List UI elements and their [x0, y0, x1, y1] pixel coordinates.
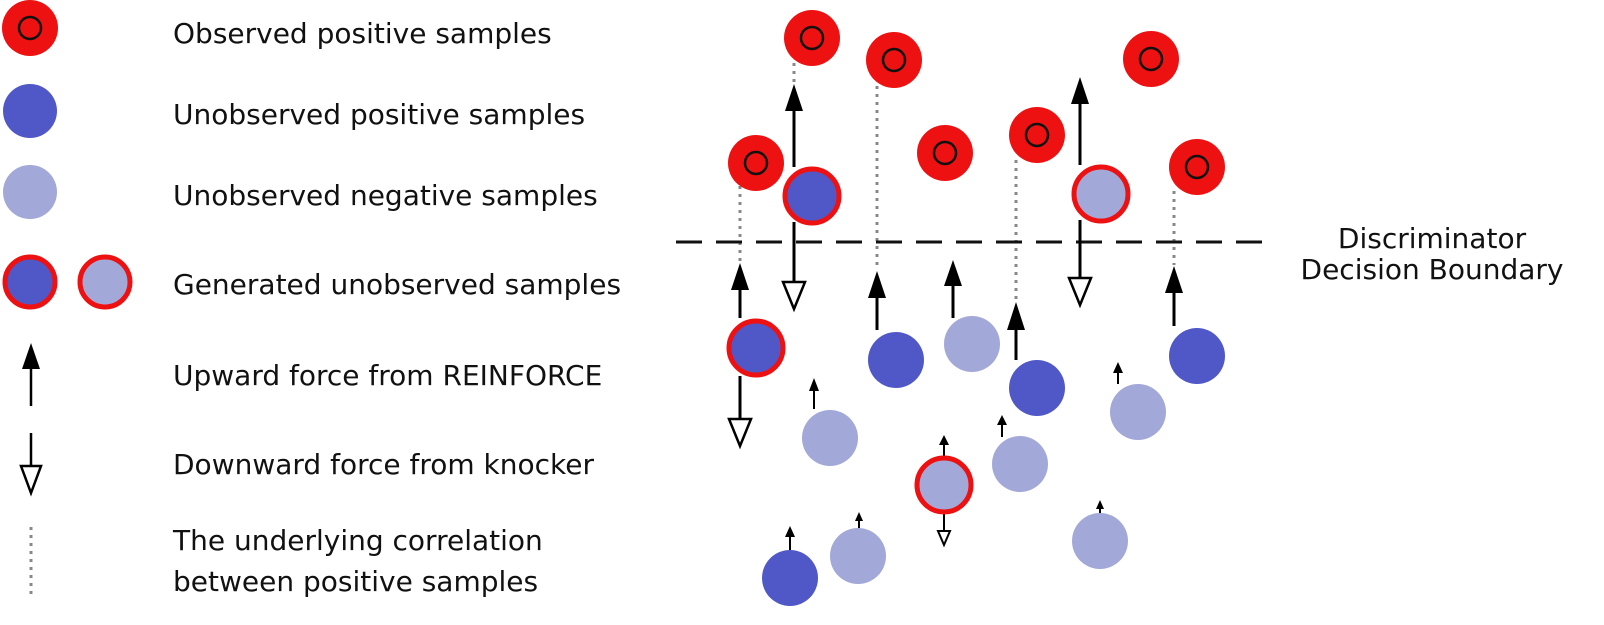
upward-arrow-small	[1113, 362, 1123, 384]
legend-upward-force-label: Upward force from REINFORCE	[173, 359, 602, 392]
upward-arrow	[1007, 302, 1025, 360]
legend-unobserved-negative-label: Unobserved negative samples	[173, 179, 598, 212]
correlation-lines	[738, 63, 1176, 302]
observed-positive-sample	[728, 135, 784, 191]
observed-positive-sample	[1169, 139, 1225, 195]
unobserved-positive-samples	[762, 328, 1225, 606]
legend-correlation-label-line1: The underlying correlation	[172, 524, 543, 557]
legend-observed-positive-icon	[2, 0, 58, 56]
upward-arrow	[1071, 77, 1089, 165]
unobserved-negative-sample	[1072, 513, 1128, 569]
observed-positive-sample	[917, 125, 973, 181]
upward-force-arrows	[731, 77, 1183, 550]
upward-arrow-small	[809, 378, 819, 409]
upward-arrow	[868, 271, 886, 330]
upward-arrow-small	[939, 435, 949, 456]
downward-arrow-small	[936, 512, 952, 548]
legend-generated-negative-icon	[77, 254, 133, 310]
upward-arrow	[944, 260, 962, 318]
legend-unobserved-positive-icon	[3, 84, 57, 138]
unobserved-negative-sample	[802, 410, 858, 466]
observed-positive-samples	[728, 10, 1225, 195]
generated-negative-sample	[1071, 164, 1131, 224]
upward-arrow-small	[855, 512, 863, 528]
unobserved-positive-sample	[868, 332, 924, 388]
upward-arrow	[785, 84, 803, 167]
downward-arrow	[1067, 220, 1093, 309]
unobserved-positive-sample	[1009, 360, 1065, 416]
legend-observed-positive-label: Observed positive samples	[173, 17, 552, 50]
observed-positive-sample	[784, 10, 840, 66]
upward-arrow	[1165, 266, 1183, 326]
legend-generated-positive-icon	[2, 254, 58, 310]
downward-arrow	[727, 376, 753, 450]
decision-boundary-label-line1: Discriminator	[1338, 222, 1527, 255]
observed-positive-sample	[1009, 107, 1065, 163]
decision-boundary-label-line2: Decision Boundary	[1301, 253, 1564, 286]
downward-arrow	[781, 222, 807, 313]
unobserved-negative-sample	[992, 436, 1048, 492]
legend-unobserved-positive-label: Unobserved positive samples	[173, 98, 585, 131]
unobserved-positive-sample	[762, 550, 818, 606]
generated-negative-sample	[914, 455, 974, 515]
legend-downward-force-label: Downward force from knocker	[173, 448, 594, 481]
unobserved-negative-sample	[830, 528, 886, 584]
legend-upward-arrow-icon	[22, 343, 40, 406]
legend: Observed positive samples Unobserved pos…	[2, 0, 621, 598]
legend-downward-arrow-icon	[19, 433, 43, 497]
legend-generated-unobserved-label: Generated unobserved samples	[173, 268, 621, 301]
observed-positive-sample	[1123, 31, 1179, 87]
legend-unobserved-negative-icon	[3, 165, 57, 219]
unobserved-negative-samples	[802, 316, 1166, 584]
unobserved-positive-sample	[1169, 328, 1225, 384]
generated-positive-sample	[726, 318, 786, 378]
upward-arrow-small	[785, 526, 795, 550]
unobserved-negative-sample	[1110, 384, 1166, 440]
downward-force-arrows	[727, 220, 1093, 548]
unobserved-negative-sample	[944, 316, 1000, 372]
upward-arrow-small	[997, 415, 1007, 437]
observed-positive-sample	[866, 32, 922, 88]
upward-arrow-small	[1096, 500, 1104, 514]
generated-unobserved-samples	[726, 164, 1131, 515]
generated-positive-sample	[782, 166, 842, 226]
legend-correlation-label-line2: between positive samples	[173, 565, 538, 598]
upward-arrow	[731, 263, 749, 318]
